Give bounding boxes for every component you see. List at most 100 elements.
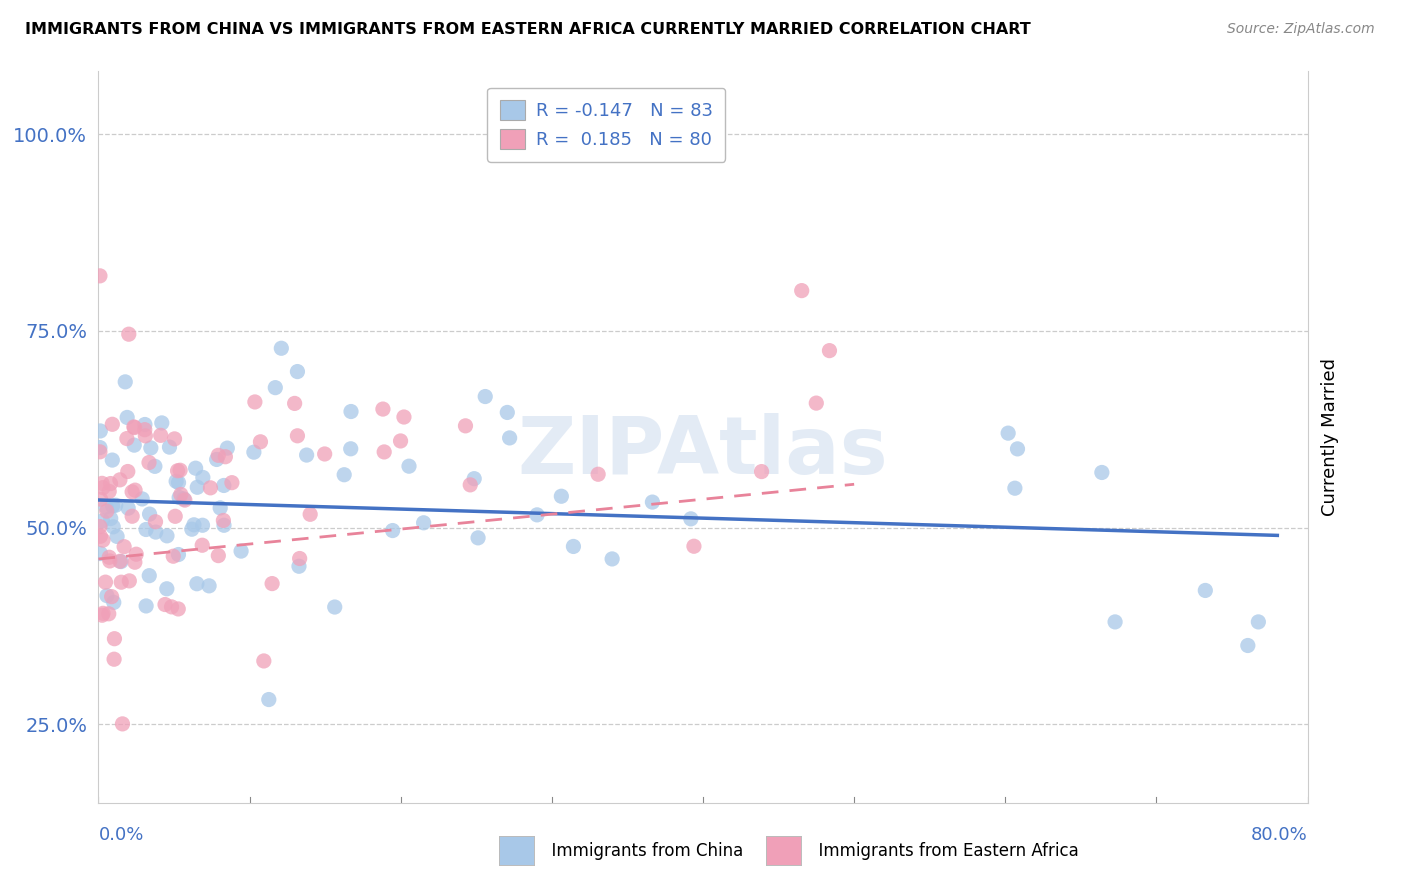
Point: [398, 459, 420, 474]
Point: [997, 426, 1019, 441]
Point: [818, 343, 841, 358]
Point: [124, 483, 146, 497]
Point: [314, 447, 336, 461]
Point: [163, 432, 186, 446]
Text: Immigrants from China: Immigrants from China: [541, 841, 744, 860]
Point: [105, 529, 128, 543]
Point: [138, 507, 160, 521]
Point: [124, 555, 146, 569]
Point: [98, 554, 121, 568]
Point: [1104, 615, 1126, 629]
Point: [166, 464, 188, 478]
Point: [153, 598, 176, 612]
Point: [94, 500, 117, 514]
Point: [186, 576, 208, 591]
Point: [134, 417, 156, 432]
Point: [550, 489, 572, 503]
Point: [173, 493, 195, 508]
Point: [122, 438, 145, 452]
Point: [412, 516, 434, 530]
Point: [134, 429, 156, 443]
Point: [284, 396, 307, 410]
Point: [526, 508, 548, 522]
Point: [115, 432, 138, 446]
Point: [121, 509, 143, 524]
Point: [1007, 442, 1029, 456]
Point: [103, 652, 125, 666]
Point: [135, 523, 157, 537]
Point: [156, 582, 179, 596]
Point: [214, 450, 236, 464]
Point: [104, 498, 127, 512]
Point: [1194, 583, 1216, 598]
Point: [463, 472, 485, 486]
Point: [209, 500, 232, 515]
Point: [149, 428, 172, 442]
Text: 80.0%: 80.0%: [1251, 826, 1308, 845]
Point: [392, 410, 415, 425]
Text: Immigrants from Eastern Africa: Immigrants from Eastern Africa: [808, 841, 1080, 860]
Point: [600, 552, 623, 566]
Point: [112, 540, 135, 554]
Point: [288, 559, 311, 574]
Point: [287, 365, 309, 379]
Point: [139, 441, 162, 455]
Point: [122, 420, 145, 434]
Point: [173, 491, 195, 506]
Point: [98, 550, 121, 565]
Point: [243, 395, 266, 409]
Point: [145, 515, 167, 529]
Point: [167, 475, 190, 490]
Point: [191, 538, 214, 552]
Point: [165, 475, 187, 489]
Point: [118, 574, 141, 588]
Point: [683, 539, 706, 553]
Point: [89, 441, 111, 455]
Point: [287, 429, 309, 443]
Point: [131, 491, 153, 506]
Point: [751, 465, 773, 479]
Point: [790, 284, 813, 298]
Point: [117, 465, 139, 479]
Point: [474, 390, 496, 404]
Point: [389, 434, 412, 448]
Point: [371, 402, 394, 417]
Point: [1237, 639, 1260, 653]
Point: [381, 524, 404, 538]
Point: [100, 590, 122, 604]
Point: [91, 533, 114, 548]
Point: [96, 589, 118, 603]
Point: [110, 575, 132, 590]
Point: [94, 575, 117, 590]
Point: [191, 470, 214, 484]
Point: [205, 452, 228, 467]
Point: [103, 520, 125, 534]
Point: [167, 491, 190, 505]
Point: [212, 478, 235, 492]
Point: [134, 423, 156, 437]
Text: ZIPAtlas: ZIPAtlas: [517, 413, 889, 491]
Point: [89, 424, 111, 438]
Legend: R = -0.147   N = 83, R =  0.185   N = 80: R = -0.147 N = 83, R = 0.185 N = 80: [486, 87, 725, 161]
Point: [118, 327, 141, 342]
Point: [458, 478, 481, 492]
Point: [467, 531, 489, 545]
Point: [212, 513, 235, 527]
Point: [373, 445, 395, 459]
Point: [89, 547, 111, 561]
Point: [91, 608, 114, 623]
Point: [207, 448, 229, 462]
Point: [217, 441, 239, 455]
Point: [110, 555, 132, 569]
Text: IMMIGRANTS FROM CHINA VS IMMIGRANTS FROM EASTERN AFRICA CURRENTLY MARRIED CORREL: IMMIGRANTS FROM CHINA VS IMMIGRANTS FROM…: [25, 22, 1031, 37]
Point: [89, 529, 111, 543]
Point: [89, 445, 111, 459]
Point: [125, 547, 148, 561]
Point: [121, 484, 143, 499]
Text: Source: ZipAtlas.com: Source: ZipAtlas.com: [1227, 22, 1375, 37]
Point: [91, 607, 114, 621]
Point: [103, 632, 125, 646]
Point: [270, 341, 292, 355]
Point: [180, 522, 202, 536]
Point: [262, 576, 284, 591]
